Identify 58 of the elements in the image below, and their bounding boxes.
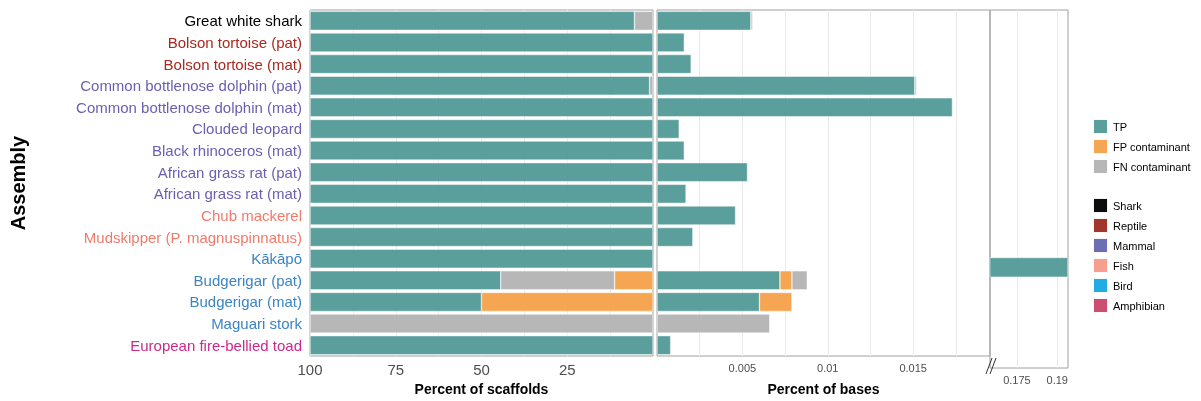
x-tick-label: 25 — [558, 361, 576, 378]
y-tick-label: Bolson tortoise (mat) — [163, 55, 302, 73]
y-tick-label: Common bottlenose dolphin (mat) — [76, 98, 302, 116]
bar — [310, 184, 653, 204]
x-tick-label: 0.015 — [899, 361, 927, 374]
x-tick-label: 0.01 — [817, 361, 839, 374]
bar — [657, 205, 736, 225]
bar — [657, 141, 685, 161]
x-tick-label: 50 — [473, 361, 490, 378]
y-tick-label: Bolson tortoise (pat) — [167, 33, 302, 51]
x-tick-label: 0.19 — [1046, 373, 1068, 386]
bar — [310, 227, 653, 247]
legend-label: Mammal — [1113, 239, 1156, 252]
y-tick-label: Black rhinoceros (mat) — [151, 142, 302, 160]
bar — [657, 184, 687, 204]
legend-label: Bird — [1113, 279, 1133, 292]
x-tick-label: 100 — [297, 361, 323, 378]
y-tick-label: Common bottlenose dolphin (pat) — [80, 77, 302, 95]
x-axis-title: Percent of bases — [767, 381, 880, 397]
legend-label: TP — [1113, 120, 1128, 133]
legend-label: Amphibian — [1113, 299, 1165, 312]
x-tick-label: 0.175 — [1003, 373, 1031, 386]
bar — [657, 314, 770, 334]
x-axis-title: Percent of scaffolds — [414, 381, 549, 397]
y-tick-label: Maguari stork — [211, 315, 303, 333]
y-tick-label: European fire-bellied toad — [130, 336, 302, 354]
bar — [310, 32, 653, 52]
y-tick-label: Clouded leopard — [191, 120, 302, 138]
bar — [657, 227, 693, 247]
bar — [657, 335, 671, 355]
legend-label: Reptile — [1113, 219, 1148, 232]
bar — [310, 54, 653, 74]
y-tick-label: Kākāpō — [251, 250, 302, 268]
bar — [657, 11, 751, 31]
bar — [310, 119, 653, 139]
bar — [657, 162, 748, 182]
y-tick-label: Chub mackerel — [201, 206, 302, 224]
bar — [310, 162, 653, 182]
bar — [310, 205, 653, 225]
legend-label: Shark — [1113, 199, 1143, 212]
y-tick-label: Mudskipper (P. magnuspinnatus) — [83, 228, 302, 246]
x-tick-label: 75 — [387, 361, 405, 378]
legend-label: FP contaminant — [1113, 140, 1190, 153]
legend-label: Fish — [1113, 259, 1134, 272]
y-tick-label: African grass rat (pat) — [157, 163, 302, 181]
y-tick-label: Budgerigar (pat) — [193, 271, 302, 289]
y-axis-title: Assembly — [7, 134, 29, 231]
legend-label: FN contaminant — [1113, 160, 1191, 173]
y-tick-label: Budgerigar (mat) — [189, 293, 302, 311]
bar — [310, 335, 653, 355]
bar — [310, 314, 653, 334]
bar — [657, 32, 685, 52]
bar — [657, 54, 692, 74]
y-tick-label: Great white shark — [184, 12, 303, 30]
bar — [310, 141, 653, 161]
bar — [657, 119, 680, 139]
y-tick-label: African grass rat (mat) — [153, 185, 302, 203]
x-tick-label: 0.005 — [728, 361, 757, 374]
